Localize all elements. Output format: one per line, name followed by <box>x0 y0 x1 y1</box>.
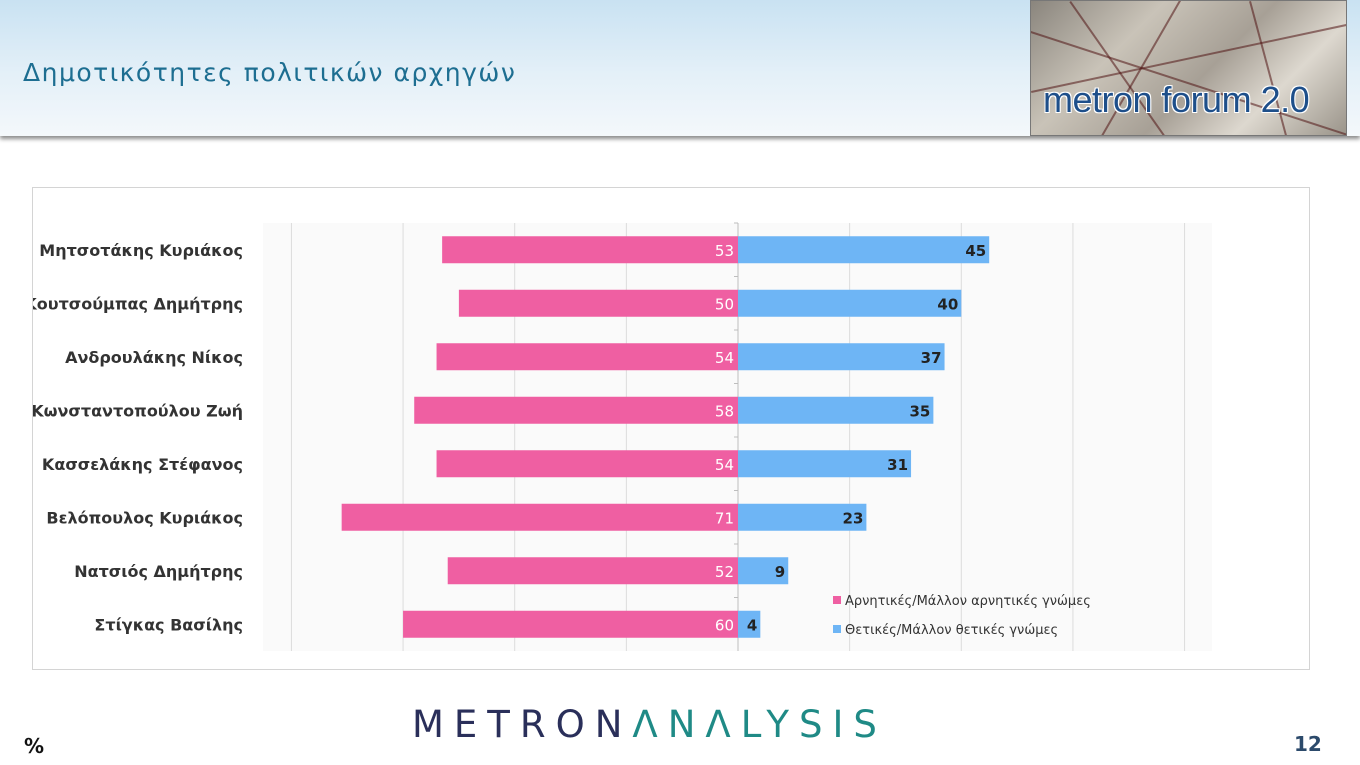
page-title: Δημοτικότητες πολιτικών αρχηγών <box>23 58 517 87</box>
negative-bar <box>447 557 738 585</box>
positive-value-label: 35 <box>910 402 931 420</box>
category-label: Μητσοτάκης Κυριάκος <box>39 241 243 260</box>
positive-value-label: 45 <box>965 242 986 260</box>
legend-swatch <box>833 625 841 633</box>
brand-part-1: METRON <box>412 703 633 746</box>
positive-value-label: 31 <box>887 456 908 474</box>
diverging-bar-chart: Μητσοτάκης Κυριάκος 53 45 Κουτσούμπας Δημήτ… <box>24 222 1212 651</box>
page-number: 12 <box>1294 732 1322 756</box>
legend-swatch <box>833 596 841 604</box>
category-label: Ανδρουλάκης Νίκος <box>65 348 243 367</box>
category-label: Νατσιός Δημήτρης <box>74 562 243 581</box>
negative-bar <box>458 289 738 317</box>
negative-value-label: 54 <box>715 349 734 367</box>
positive-bar <box>738 557 789 585</box>
negative-value-label: 58 <box>715 402 734 420</box>
logo-text: metron forum 2.0 <box>1043 79 1310 120</box>
negative-bar <box>403 610 738 638</box>
positive-bar <box>738 236 990 264</box>
negative-bar <box>341 503 738 531</box>
negative-bar <box>436 343 738 371</box>
metron-analysis-logo: METRONΛNΛLYSIS <box>412 703 887 746</box>
positive-bar <box>738 610 761 638</box>
positive-bar <box>738 343 945 371</box>
positive-bar <box>738 289 962 317</box>
negative-value-label: 54 <box>715 456 734 474</box>
category-label: Στίγκας Βασίλης <box>94 615 243 634</box>
category-label: Κωνσταντοπούλου Ζωή <box>33 401 243 420</box>
negative-value-label: 52 <box>715 563 734 581</box>
legend-label: Θετικές/Μάλλον θετικές γνώμες <box>845 623 1058 638</box>
negative-value-label: 53 <box>715 242 734 260</box>
header-banner: Δημοτικότητες πολιτικών αρχηγών metron f… <box>0 0 1360 136</box>
positive-bar <box>738 503 867 531</box>
legend-label: Αρνητικές/Μάλλον αρνητικές γνώμες <box>845 594 1091 609</box>
negative-value-label: 50 <box>715 295 734 313</box>
negative-value-label: 71 <box>715 509 734 527</box>
negative-bar <box>414 396 738 424</box>
positive-value-label: 37 <box>921 349 942 367</box>
positive-value-label: 9 <box>775 563 785 581</box>
category-label: Βελόπουλος Κυριάκος <box>46 508 243 527</box>
positive-bar <box>738 450 912 478</box>
negative-bar <box>436 450 738 478</box>
metron-forum-logo: metron forum 2.0 <box>1030 0 1347 136</box>
negative-bar <box>442 236 738 264</box>
negative-value-label: 60 <box>715 616 734 634</box>
brand-part-2: ΛNΛLYSIS <box>632 703 887 746</box>
category-label: Κουτσούμπας Δημήτρης <box>33 294 243 313</box>
positive-value-label: 4 <box>747 616 757 634</box>
positive-bar <box>738 396 934 424</box>
unit-label: % <box>24 734 45 758</box>
positive-value-label: 23 <box>843 509 864 527</box>
category-label: Κασσελάκης Στέφανος <box>42 455 243 474</box>
positive-value-label: 40 <box>937 295 958 313</box>
chart-frame: Μητσοτάκης Κυριάκος 53 45 Κουτσούμπας Δημήτ… <box>24 187 1310 670</box>
